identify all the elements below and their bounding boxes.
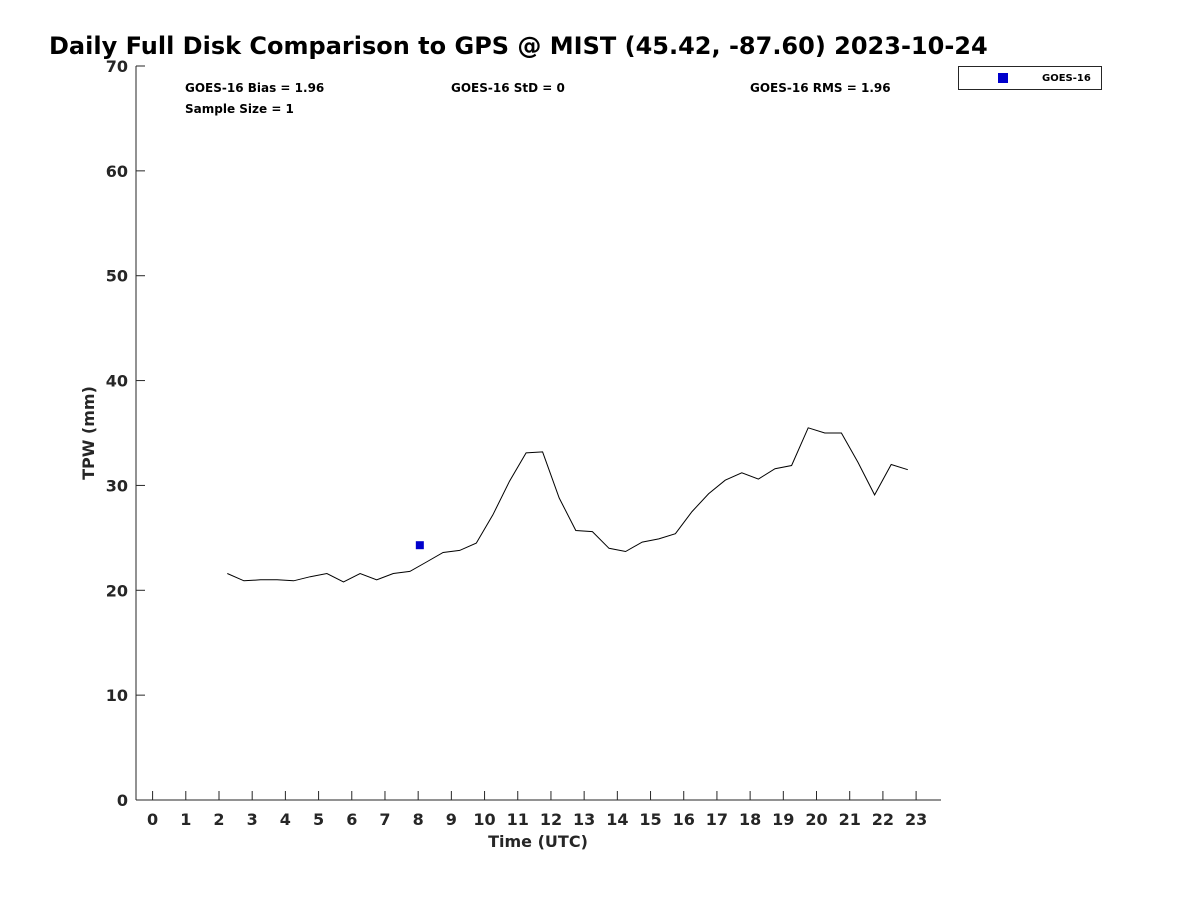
- x-tick-label: 4: [280, 810, 291, 829]
- std-stat: GOES-16 StD = 0: [451, 81, 565, 95]
- x-tick-label: 12: [540, 810, 562, 829]
- y-tick-label: 10: [106, 686, 128, 705]
- x-axis-label: Time (UTC): [488, 832, 588, 851]
- x-tick-label: 16: [673, 810, 695, 829]
- x-tick-label: 9: [446, 810, 457, 829]
- x-tick-label: 3: [247, 810, 258, 829]
- x-tick-label: 21: [839, 810, 861, 829]
- bias-stat: GOES-16 Bias = 1.96: [185, 81, 324, 95]
- x-tick-label: 19: [772, 810, 794, 829]
- x-tick-label: 8: [413, 810, 424, 829]
- x-tick-label: 22: [872, 810, 894, 829]
- gps-tpw-line: [227, 427, 908, 583]
- sample-size-stat: Sample Size = 1: [185, 102, 294, 116]
- x-tick-label: 2: [213, 810, 224, 829]
- y-tick-label: 0: [117, 791, 128, 810]
- axes: 0 1 2 3 4 5 6 7 8 9 10 11 12 13 14 15 16 17 18 19 20 21 22 2301…: [106, 57, 941, 829]
- x-tick-label: 11: [507, 810, 529, 829]
- x-tick-label: 0: [147, 810, 158, 829]
- x-tick-label: 17: [706, 810, 728, 829]
- y-tick-label: 70: [106, 57, 128, 76]
- x-tick-label: 15: [639, 810, 661, 829]
- legend: GOES-16: [958, 66, 1102, 90]
- x-tick-label: 7: [379, 810, 390, 829]
- y-tick-label: 20: [106, 581, 128, 600]
- x-tick-label: 6: [346, 810, 357, 829]
- y-axis-label: TPW (mm): [79, 386, 98, 480]
- x-tick-label: 20: [805, 810, 827, 829]
- y-tick-label: 50: [106, 267, 128, 286]
- x-tick-label: 23: [905, 810, 927, 829]
- chart-title: Daily Full Disk Comparison to GPS @ MIST…: [49, 32, 988, 60]
- x-tick-label: 5: [313, 810, 324, 829]
- legend-label-goes-16: GOES-16: [1042, 73, 1091, 84]
- legend-marker-goes-16: [998, 73, 1008, 83]
- y-tick-label: 30: [106, 476, 128, 495]
- rms-stat: GOES-16 RMS = 1.96: [750, 81, 891, 95]
- plot-area: [227, 427, 908, 583]
- y-tick-label: 40: [106, 372, 128, 391]
- goes-16-marker: [415, 541, 424, 550]
- x-tick-label: 1: [180, 810, 191, 829]
- x-tick-label: 14: [606, 810, 628, 829]
- x-tick-label: 10: [473, 810, 495, 829]
- x-tick-label: 13: [573, 810, 595, 829]
- x-tick-label: 18: [739, 810, 761, 829]
- legend-box: [958, 66, 1102, 90]
- y-tick-label: 60: [106, 162, 128, 181]
